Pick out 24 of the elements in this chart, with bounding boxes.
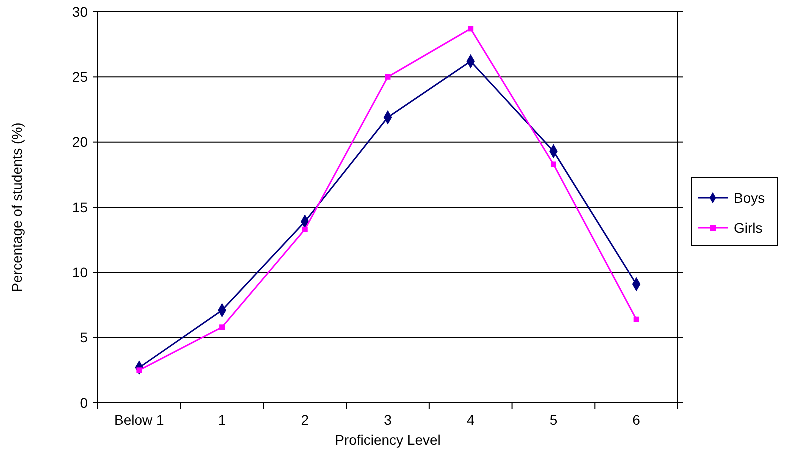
x-tick-label: 2 [301,412,310,428]
x-tick-label: 1 [218,412,226,428]
legend-label: Boys [734,190,766,206]
y-tick-label: 10 [72,264,88,281]
y-tick-label: 5 [80,330,88,346]
y-tick-label: 20 [72,134,88,150]
y-tick-label: 30 [72,4,88,20]
y-tick-label: 15 [72,199,88,216]
x-tick-label: 5 [550,412,558,428]
x-tick-label: 3 [384,412,392,428]
y-tick-label: 25 [72,69,88,86]
point [550,162,556,168]
legend-label: Girls [734,220,763,236]
x-axis-title: Proficiency Level [335,432,441,448]
x-tick-label: 6 [632,412,641,428]
point [302,226,308,232]
point [468,26,474,32]
point [385,74,391,80]
point [220,324,226,330]
y-axis-title: Percentage of students (%) [9,122,25,292]
x-tick-label: 4 [466,412,475,428]
point [634,316,640,322]
y-tick-label: 0 [80,394,88,411]
x-tick-label: Below 1 [114,412,165,428]
